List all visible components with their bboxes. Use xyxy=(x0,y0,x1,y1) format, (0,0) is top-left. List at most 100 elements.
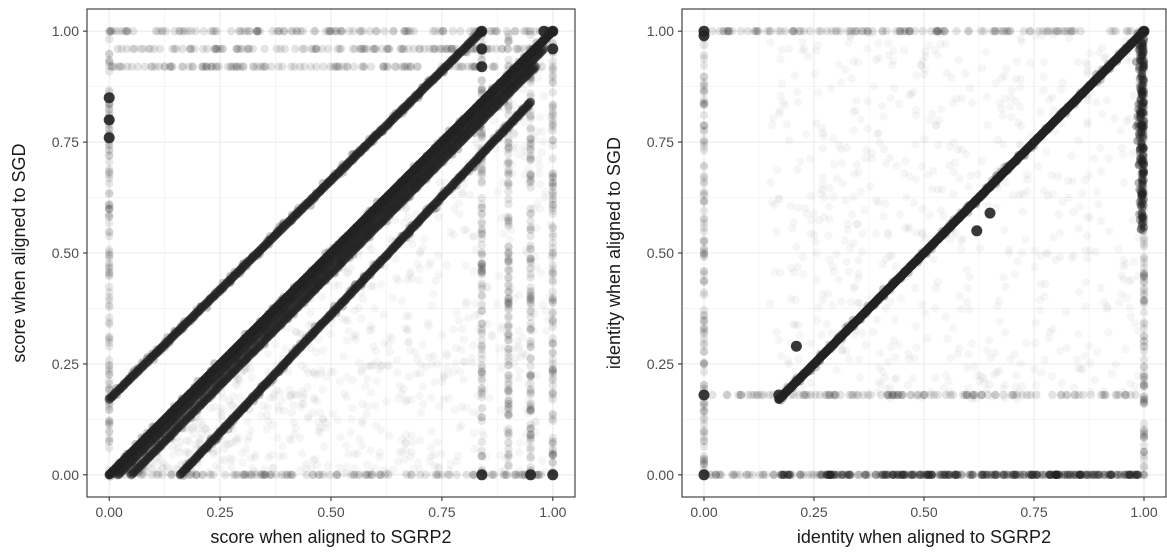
data-point xyxy=(384,361,394,370)
data-point xyxy=(519,142,529,152)
data-point xyxy=(928,109,937,119)
data-point xyxy=(168,62,177,71)
data-point xyxy=(321,423,331,433)
data-point xyxy=(430,377,439,387)
data-point xyxy=(524,164,533,173)
data-point xyxy=(886,94,896,103)
data-point xyxy=(394,448,404,457)
data-point xyxy=(502,146,511,155)
data-point xyxy=(372,347,381,356)
data-point xyxy=(523,248,532,257)
data-point xyxy=(504,200,513,209)
data-point xyxy=(196,416,205,426)
data-point xyxy=(1034,162,1043,171)
data-point xyxy=(896,294,905,303)
data-point xyxy=(504,449,513,458)
data-point xyxy=(379,310,388,319)
data-point xyxy=(529,44,538,54)
data-point xyxy=(505,267,515,276)
data-point xyxy=(229,392,238,401)
data-point xyxy=(343,268,353,277)
data-point xyxy=(446,460,455,469)
data-point xyxy=(118,27,127,36)
data-point xyxy=(289,400,298,410)
data-point xyxy=(956,304,966,314)
data-point xyxy=(400,454,409,464)
data-point xyxy=(982,92,992,102)
data-point xyxy=(473,167,482,176)
data-point xyxy=(526,27,535,36)
data-point xyxy=(425,457,435,466)
data-point xyxy=(407,395,416,404)
data-point xyxy=(806,154,815,164)
data-point xyxy=(382,361,392,370)
data-point xyxy=(407,274,417,283)
data-point xyxy=(285,434,294,443)
data-point xyxy=(287,390,296,399)
data-point xyxy=(883,357,893,367)
data-point xyxy=(477,268,486,277)
data-point xyxy=(407,448,416,457)
data-point xyxy=(784,44,794,54)
data-point xyxy=(874,38,883,48)
data-point xyxy=(477,437,486,447)
data-point xyxy=(854,274,863,283)
data-point xyxy=(540,193,549,202)
data-point xyxy=(151,457,161,466)
data-point xyxy=(892,161,901,170)
data-point xyxy=(537,62,547,71)
data-point xyxy=(209,470,218,479)
data-point xyxy=(526,204,535,213)
data-point xyxy=(442,351,451,360)
data-point xyxy=(418,243,427,252)
data-point xyxy=(811,46,821,55)
data-point xyxy=(342,441,351,451)
data-point xyxy=(434,470,443,479)
data-point xyxy=(469,231,478,241)
data-point xyxy=(379,465,389,475)
data-point xyxy=(307,463,316,473)
data-point xyxy=(346,428,355,437)
data-point xyxy=(1020,235,1030,244)
data-point xyxy=(510,360,519,369)
data-point xyxy=(292,327,301,337)
data-point xyxy=(525,264,534,274)
data-point xyxy=(461,299,470,309)
data-point xyxy=(426,443,436,452)
data-point xyxy=(850,170,859,179)
data-point xyxy=(217,404,226,413)
data-point xyxy=(290,62,299,71)
data-point xyxy=(264,453,273,462)
data-point xyxy=(357,365,366,374)
data-point xyxy=(548,275,557,285)
data-point xyxy=(1080,175,1090,185)
data-point xyxy=(1035,306,1045,315)
data-point xyxy=(415,465,424,474)
data-point xyxy=(536,204,545,214)
data-point xyxy=(525,469,537,481)
data-point xyxy=(931,303,940,313)
data-point xyxy=(445,466,454,475)
data-point xyxy=(527,323,536,332)
data-point xyxy=(504,272,513,282)
data-point xyxy=(231,378,240,388)
data-point xyxy=(374,470,384,479)
data-point xyxy=(402,430,411,440)
data-point xyxy=(985,336,994,345)
data-point xyxy=(296,433,305,442)
data-point xyxy=(310,454,320,464)
data-point xyxy=(409,464,418,473)
data-point xyxy=(543,315,553,324)
data-point xyxy=(299,393,308,402)
data-point xyxy=(105,393,114,402)
data-point xyxy=(241,469,250,479)
data-point xyxy=(470,299,480,308)
data-point xyxy=(228,438,237,447)
data-point xyxy=(504,460,513,470)
data-point xyxy=(514,327,524,336)
data-point xyxy=(849,126,858,135)
data-point xyxy=(105,232,114,241)
data-point xyxy=(302,459,311,469)
data-point xyxy=(428,44,438,54)
data-point xyxy=(477,292,486,301)
